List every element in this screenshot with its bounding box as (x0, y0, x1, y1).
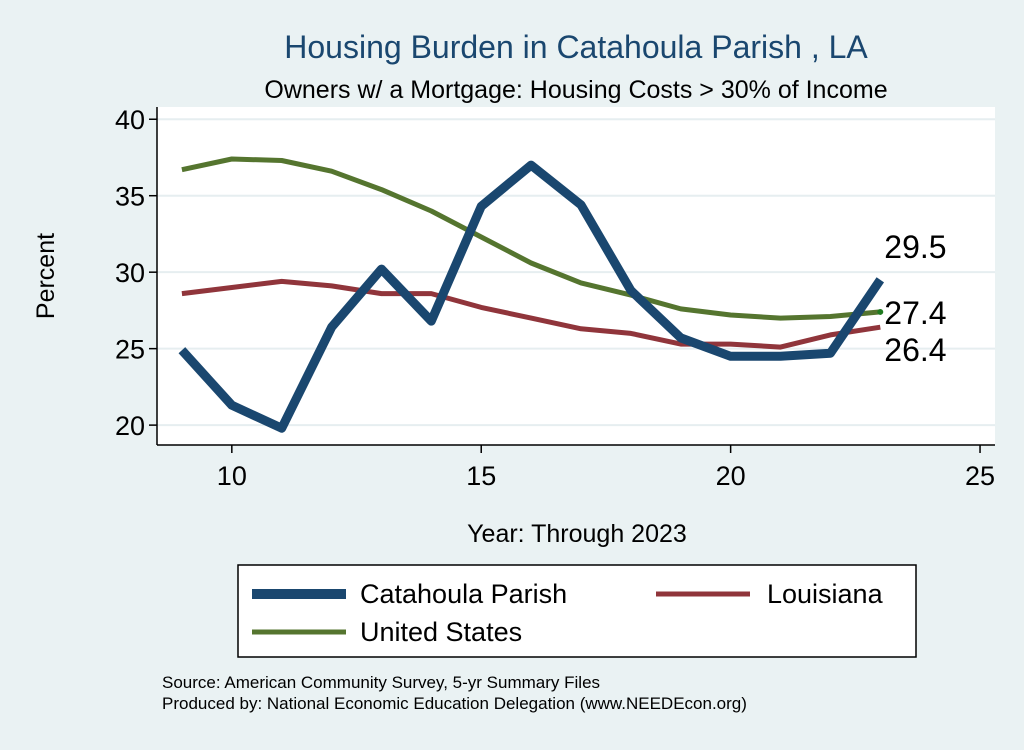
x-tick-label: 10 (217, 461, 247, 491)
y-tick-label: 40 (115, 105, 145, 135)
series-line-catahoula-parish (178, 160, 885, 433)
y-tick-label: 30 (115, 258, 145, 288)
legend-label-united-states: United States (360, 617, 522, 647)
y-axis-label: Percent (32, 233, 60, 319)
legend-label-catahoula: Catahoula Parish (360, 579, 567, 609)
end-label-united-states: 27.4 (884, 295, 946, 331)
x-axis-label: Year: Through 2023 (467, 520, 687, 548)
source-note: Source: American Community Survey, 5-yr … (162, 673, 600, 692)
x-tick-label: 15 (466, 461, 496, 491)
x-tick-label: 20 (716, 461, 746, 491)
end-label-louisiana: 26.4 (884, 332, 946, 368)
end-marker-united-states (877, 308, 884, 315)
end-labels: 29.5 26.427.4 (884, 229, 946, 368)
y-tick-label: 35 (115, 182, 145, 212)
legend: Catahoula Parish Louisiana United States (237, 564, 917, 658)
x-tick-label: 25 (965, 461, 995, 491)
plot-region (157, 107, 995, 445)
series-line-united-states (181, 156, 881, 321)
chart-title: Housing Burden in Catahoula Parish , LA (284, 29, 868, 65)
chart-subtitle: Owners w/ a Mortgage: Housing Costs > 30… (264, 76, 887, 104)
y-tick-label: 25 (115, 335, 145, 365)
y-tick-label: 20 (115, 411, 145, 441)
legend-box (237, 564, 917, 658)
series-line-louisiana (181, 278, 881, 350)
axes: 20 25 30 35 40 10 15 20 25 (115, 105, 995, 491)
legend-label-louisiana: Louisiana (767, 579, 884, 609)
series-lines (178, 156, 885, 433)
grid-lines (157, 118, 995, 427)
end-label-catahoula-parish: 29.5 (884, 229, 946, 265)
producer-note: Produced by: National Economic Education… (162, 694, 747, 713)
